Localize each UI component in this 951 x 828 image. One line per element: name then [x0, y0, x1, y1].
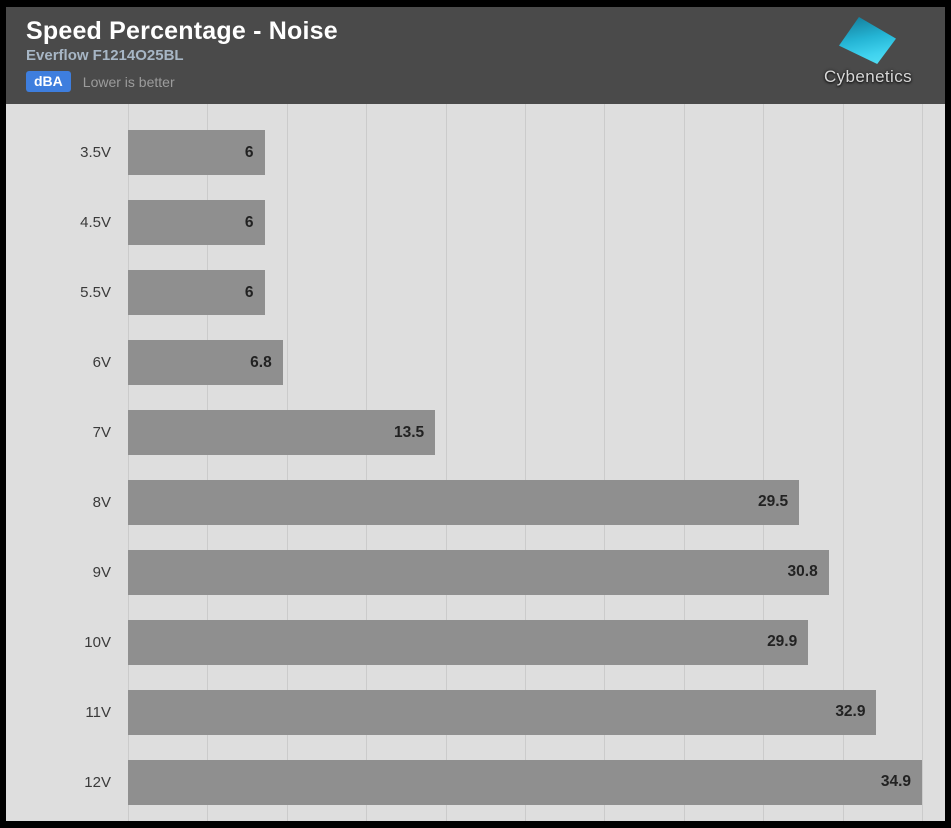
bar-value-label: 34.9: [880, 773, 911, 791]
chart-row: 9V 30.8: [6, 537, 945, 607]
bar-4.5V: 6: [128, 200, 265, 246]
category-label: 11V: [85, 703, 111, 721]
bar-3.5V: 6: [128, 130, 265, 176]
category-label: 9V: [92, 563, 111, 581]
page-title: Speed Percentage - Noise: [26, 17, 338, 45]
chart-row: 5.5V 6: [6, 258, 945, 328]
bar-track: 6: [128, 200, 922, 246]
bar-track: 32.9: [128, 689, 922, 735]
category-label: 5.5V: [80, 284, 111, 302]
lower-is-better-note: Lower is better: [82, 73, 175, 90]
chart-row: 12V 34.9: [6, 747, 945, 817]
chart-row: 6V 6.8: [6, 328, 945, 398]
chart-rows: 3.5V 6 4.5V 6 5.5V 6 6V 6.8 7V 13.5 8V 29.5 9V 30.8 10…: [6, 104, 945, 821]
bar-12V: 34.9: [128, 759, 922, 805]
category-label: 3.5V: [80, 144, 111, 162]
bar-track: 30.8: [128, 549, 922, 595]
cybenetics-logo-text: Cybenetics: [823, 67, 913, 86]
chart-subtitle: Everflow F1214O25BL: [26, 47, 184, 64]
bar-value-label: 6: [244, 213, 254, 231]
chart-row: 3.5V 6: [6, 118, 945, 188]
chart-row: 4.5V 6: [6, 188, 945, 258]
category-label: 7V: [92, 424, 111, 442]
category-label: 6V: [92, 354, 111, 372]
category-label: 10V: [84, 633, 111, 651]
bar-7V: 13.5: [128, 410, 436, 456]
bar-value-label: 32.9: [835, 703, 866, 721]
bar-11V: 32.9: [128, 689, 877, 735]
bar-value-label: 13.5: [393, 423, 425, 441]
bar-value-label: 29.5: [757, 493, 789, 511]
bar-value-label: 6: [244, 143, 254, 161]
chart-row: 10V 29.9: [6, 607, 945, 677]
bar-8V: 29.5: [128, 479, 800, 525]
bar-track: 6: [128, 130, 922, 176]
bar-6V: 6.8: [128, 340, 283, 386]
header: Speed Percentage - Noise Everflow F1214O…: [6, 7, 945, 104]
bar-chart: 3.5V 6 4.5V 6 5.5V 6 6V 6.8 7V 13.5 8V 29.5 9V 30.8 10…: [6, 104, 945, 821]
bar-5.5V: 6: [128, 270, 265, 316]
chart-card: Speed Percentage - Noise Everflow F1214O…: [6, 7, 945, 821]
category-label: 8V: [92, 493, 111, 511]
category-label: 12V: [84, 773, 111, 791]
bar-9V: 30.8: [128, 549, 829, 595]
bar-value-label: 6: [244, 283, 254, 301]
chart-row: 7V 13.5: [6, 398, 945, 468]
bar-10V: 29.9: [128, 619, 809, 665]
bar-track: 6.8: [128, 340, 922, 386]
cybenetics-logo: Cybenetics: [809, 15, 927, 87]
bar-track: 34.9: [128, 759, 922, 805]
unit-badge: dBA: [26, 71, 71, 92]
bar-value-label: 30.8: [787, 563, 818, 581]
cybenetics-logo-icon: [839, 17, 896, 64]
bar-track: 29.5: [128, 479, 922, 525]
bar-value-label: 29.9: [767, 633, 798, 651]
bar-track: 6: [128, 270, 922, 316]
bar-track: 13.5: [128, 410, 922, 456]
chart-row: 11V 32.9: [6, 677, 945, 747]
bar-value-label: 6.8: [250, 353, 272, 371]
bar-track: 29.9: [128, 619, 922, 665]
header-meta: dBA Lower is better: [26, 71, 945, 92]
chart-row: 8V 29.5: [6, 468, 945, 538]
category-label: 4.5V: [80, 214, 111, 232]
